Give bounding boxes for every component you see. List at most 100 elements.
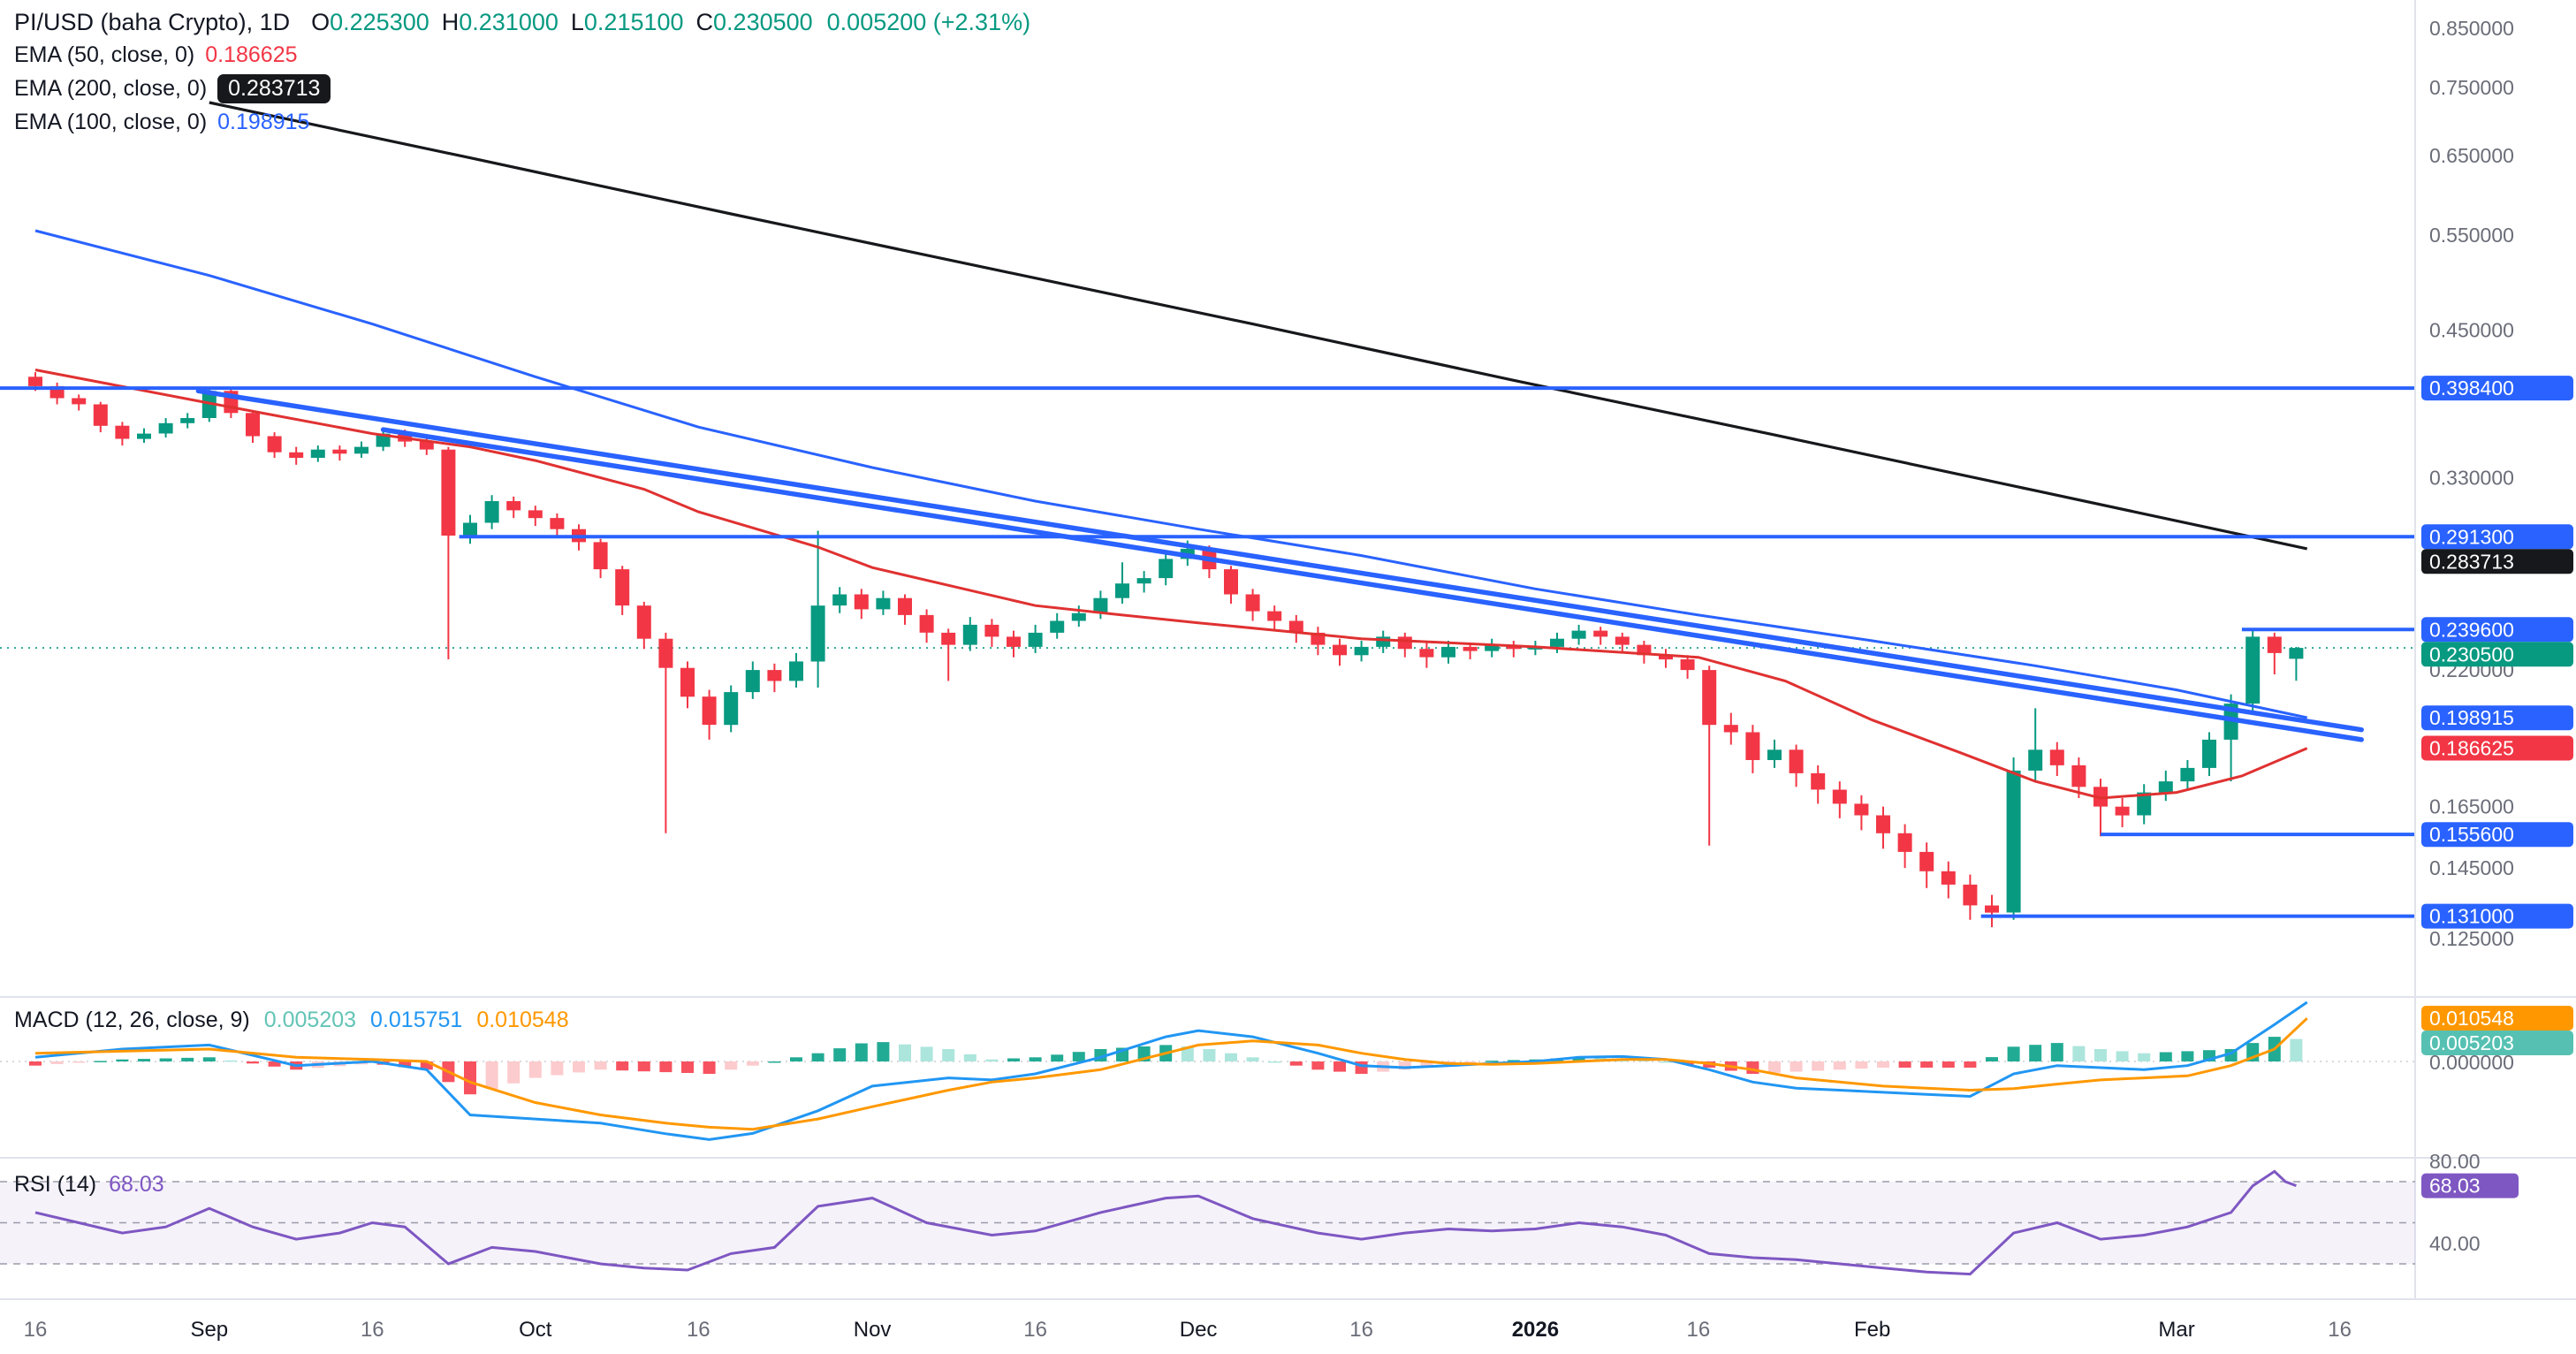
candle-body bbox=[1028, 632, 1043, 647]
ema100-line[interactable] bbox=[34, 229, 2308, 719]
price-axis-badge: 0.283713 bbox=[2421, 549, 2573, 574]
candle-body bbox=[1267, 611, 1282, 621]
svg-text:0.005203: 0.005203 bbox=[2429, 1031, 2514, 1054]
legend-ema200[interactable]: EMA (200, close, 0) 0.283713 bbox=[14, 74, 1030, 103]
macd-histogram-bar bbox=[2007, 1046, 2020, 1061]
candle-body bbox=[137, 433, 151, 439]
macd-histogram-bar bbox=[1898, 1061, 1911, 1068]
candle-body bbox=[2267, 636, 2282, 653]
trendline[interactable] bbox=[195, 388, 2364, 733]
svg-text:0.230500: 0.230500 bbox=[2429, 643, 2514, 666]
macd-histogram-bar bbox=[681, 1061, 694, 1073]
macd-histogram-bar bbox=[725, 1061, 738, 1070]
macd-histogram-bar bbox=[1746, 1061, 1759, 1074]
ema50-value: 0.186625 bbox=[205, 42, 298, 67]
price-axis-badge: 0.398400 bbox=[2421, 376, 2573, 401]
candle-body bbox=[158, 422, 173, 434]
candle-body bbox=[484, 501, 499, 523]
candle-body bbox=[2180, 767, 2195, 782]
svg-text:0.291300: 0.291300 bbox=[2429, 525, 2514, 548]
ohlc-high-value: 0.231000 bbox=[459, 9, 559, 35]
candle-body bbox=[1463, 646, 1478, 651]
legend-ema50[interactable]: EMA (50, close, 0) 0.186625 bbox=[14, 42, 1030, 68]
macd-histogram-bar bbox=[1051, 1054, 1064, 1062]
time-axis-label: Mar bbox=[2158, 1318, 2194, 1342]
time-axis-label: Nov bbox=[854, 1318, 892, 1342]
price-axis-badge: 0.291300 bbox=[2421, 524, 2573, 550]
candle-body bbox=[1876, 815, 1890, 833]
candle-body bbox=[745, 670, 760, 693]
trendline[interactable] bbox=[380, 427, 2364, 742]
price-axis-badge: 0.198915 bbox=[2421, 705, 2573, 731]
macd-histogram-bar bbox=[1833, 1061, 1846, 1070]
svg-text:0.283713: 0.283713 bbox=[2429, 550, 2514, 573]
candle-body bbox=[1615, 636, 1630, 645]
svg-text:0.239600: 0.239600 bbox=[2429, 618, 2514, 641]
candle-body bbox=[354, 446, 369, 454]
macd-histogram-bar bbox=[1203, 1049, 1216, 1061]
price-tick-label: 0.750000 bbox=[2429, 76, 2514, 99]
candle-body bbox=[2049, 749, 2064, 765]
legend-rsi[interactable]: RSI (14) 68.03 bbox=[14, 1172, 164, 1198]
candle-body bbox=[810, 605, 825, 662]
candle-body bbox=[1702, 670, 1717, 726]
candle-body bbox=[702, 696, 717, 726]
price-tick-label: 0.850000 bbox=[2429, 17, 2514, 40]
svg-text:0.198915: 0.198915 bbox=[2429, 706, 2514, 729]
macd-histogram-bar bbox=[920, 1046, 933, 1061]
macd-histogram-bar bbox=[1681, 1061, 1694, 1065]
candle-body bbox=[1376, 636, 1391, 647]
macd-histogram-bar bbox=[1507, 1060, 1520, 1061]
candle-body bbox=[1288, 620, 1303, 633]
candle-body bbox=[115, 425, 130, 439]
svg-text:0.398400: 0.398400 bbox=[2429, 377, 2514, 399]
macd-histogram-bar bbox=[528, 1061, 542, 1078]
macd-histogram-bar bbox=[746, 1061, 759, 1066]
candle-body bbox=[310, 449, 325, 458]
candle-body bbox=[1723, 725, 1738, 733]
time-axis-label: 16 bbox=[1023, 1318, 1047, 1342]
time-axis[interactable] bbox=[0, 1299, 2576, 1354]
ohlc-low-value: 0.215100 bbox=[583, 9, 684, 35]
candle-body bbox=[1593, 630, 1608, 637]
candle-body bbox=[2071, 764, 2086, 787]
macd-histogram-bar bbox=[2159, 1052, 2172, 1061]
candle-body bbox=[28, 377, 42, 386]
candle-body bbox=[919, 614, 934, 633]
ohlc-open-value: 0.225300 bbox=[330, 9, 429, 35]
macd-histogram-bar bbox=[1572, 1057, 1585, 1061]
candle-body bbox=[1919, 851, 1934, 871]
macd-histogram-bar bbox=[1334, 1061, 1346, 1072]
candle-body bbox=[962, 624, 977, 645]
svg-text:0.010548: 0.010548 bbox=[2429, 1007, 2514, 1030]
candle-body bbox=[832, 594, 847, 606]
candle-body bbox=[201, 391, 217, 418]
candle-body bbox=[72, 398, 87, 405]
symbol-row[interactable]: PI/USD (baha Crypto), 1D O0.225300 H0.23… bbox=[14, 9, 1030, 36]
macd-zero-label: 0.000000 bbox=[2429, 1051, 2514, 1074]
ema50-line[interactable] bbox=[34, 369, 2308, 800]
ema200-line[interactable] bbox=[209, 101, 2308, 551]
legend-macd[interactable]: MACD (12, 26, close, 9) 0.005203 0.01575… bbox=[14, 1008, 569, 1033]
price-axis[interactable] bbox=[2415, 0, 2576, 1299]
macd-histogram-bar bbox=[1768, 1061, 1781, 1073]
price-tick-label: 0.550000 bbox=[2429, 224, 2514, 247]
price-tick-label: 0.450000 bbox=[2429, 319, 2514, 342]
candle-body bbox=[419, 441, 434, 450]
candle-body bbox=[441, 449, 456, 536]
candle-body bbox=[1071, 612, 1086, 621]
candle-body bbox=[724, 692, 739, 726]
macd-histogram-bar bbox=[1072, 1052, 1085, 1061]
macd-histogram-bar bbox=[1007, 1058, 1020, 1061]
candle-body bbox=[1224, 569, 1238, 595]
legend-ema100[interactable]: EMA (100, close, 0) 0.198915 bbox=[14, 110, 1030, 135]
macd-hist-value: 0.005203 bbox=[263, 1008, 357, 1032]
rsi-axis-badge: 68.03 bbox=[2421, 1173, 2519, 1198]
time-axis-label: 16 bbox=[361, 1318, 384, 1342]
price-tick-label: 0.330000 bbox=[2429, 466, 2514, 489]
macd-histogram-bar bbox=[224, 1060, 238, 1062]
ema200-value: 0.283713 bbox=[217, 74, 331, 103]
price-axis-badge: 0.186625 bbox=[2421, 735, 2573, 761]
